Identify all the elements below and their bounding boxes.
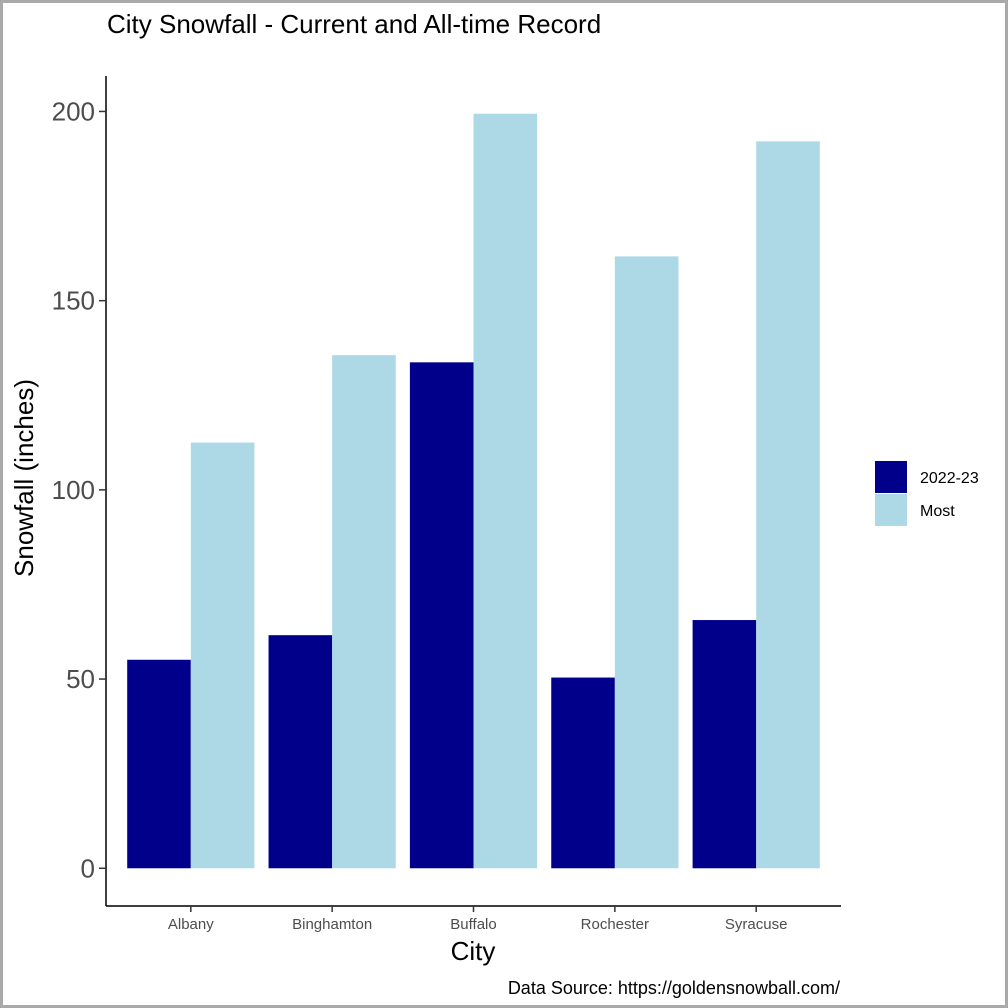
legend-swatch (875, 494, 907, 526)
bar-syracuse-current (692, 620, 757, 869)
x-tick-label: Binghamton (292, 916, 372, 933)
bar-rochester-record (614, 256, 679, 869)
legend-swatch (875, 461, 907, 493)
bar-albany-current (127, 659, 191, 869)
data-source-caption: Data Source: https://goldensnowball.com/ (508, 978, 840, 998)
bar-rochester-current (551, 677, 615, 869)
bar-syracuse-record (756, 141, 820, 869)
y-tick-label: 0 (81, 853, 95, 883)
y-tick-label: 150 (52, 286, 95, 316)
chart-title: City Snowfall - Current and All-time Rec… (107, 9, 601, 39)
bars-group (127, 113, 820, 869)
bar-binghamton-current (268, 635, 333, 869)
bar-albany-record (190, 442, 255, 869)
bar-buffalo-current (409, 362, 474, 869)
y-tick-label: 50 (66, 664, 95, 694)
legend: 2022-23 Most (875, 461, 979, 526)
y-axis-label: Snowfall (inches) (9, 379, 39, 577)
x-axis-label: City (451, 936, 496, 966)
y-tick-label: 100 (52, 475, 95, 505)
y-axis-ticks: 0 50 100 150 200 (52, 96, 106, 883)
legend-label: Most (920, 503, 955, 520)
x-axis-ticks: Albany Binghamton Buffalo Rochester Syracuse (168, 906, 788, 933)
bar-buffalo-record (473, 113, 538, 869)
y-tick-label: 200 (52, 96, 95, 126)
x-tick-label: Buffalo (450, 916, 496, 933)
x-tick-label: Albany (168, 916, 214, 933)
bar-binghamton-record (332, 355, 396, 869)
x-tick-label: Rochester (581, 916, 649, 933)
x-tick-label: Syracuse (725, 916, 788, 933)
legend-label: 2022-23 (920, 470, 979, 487)
